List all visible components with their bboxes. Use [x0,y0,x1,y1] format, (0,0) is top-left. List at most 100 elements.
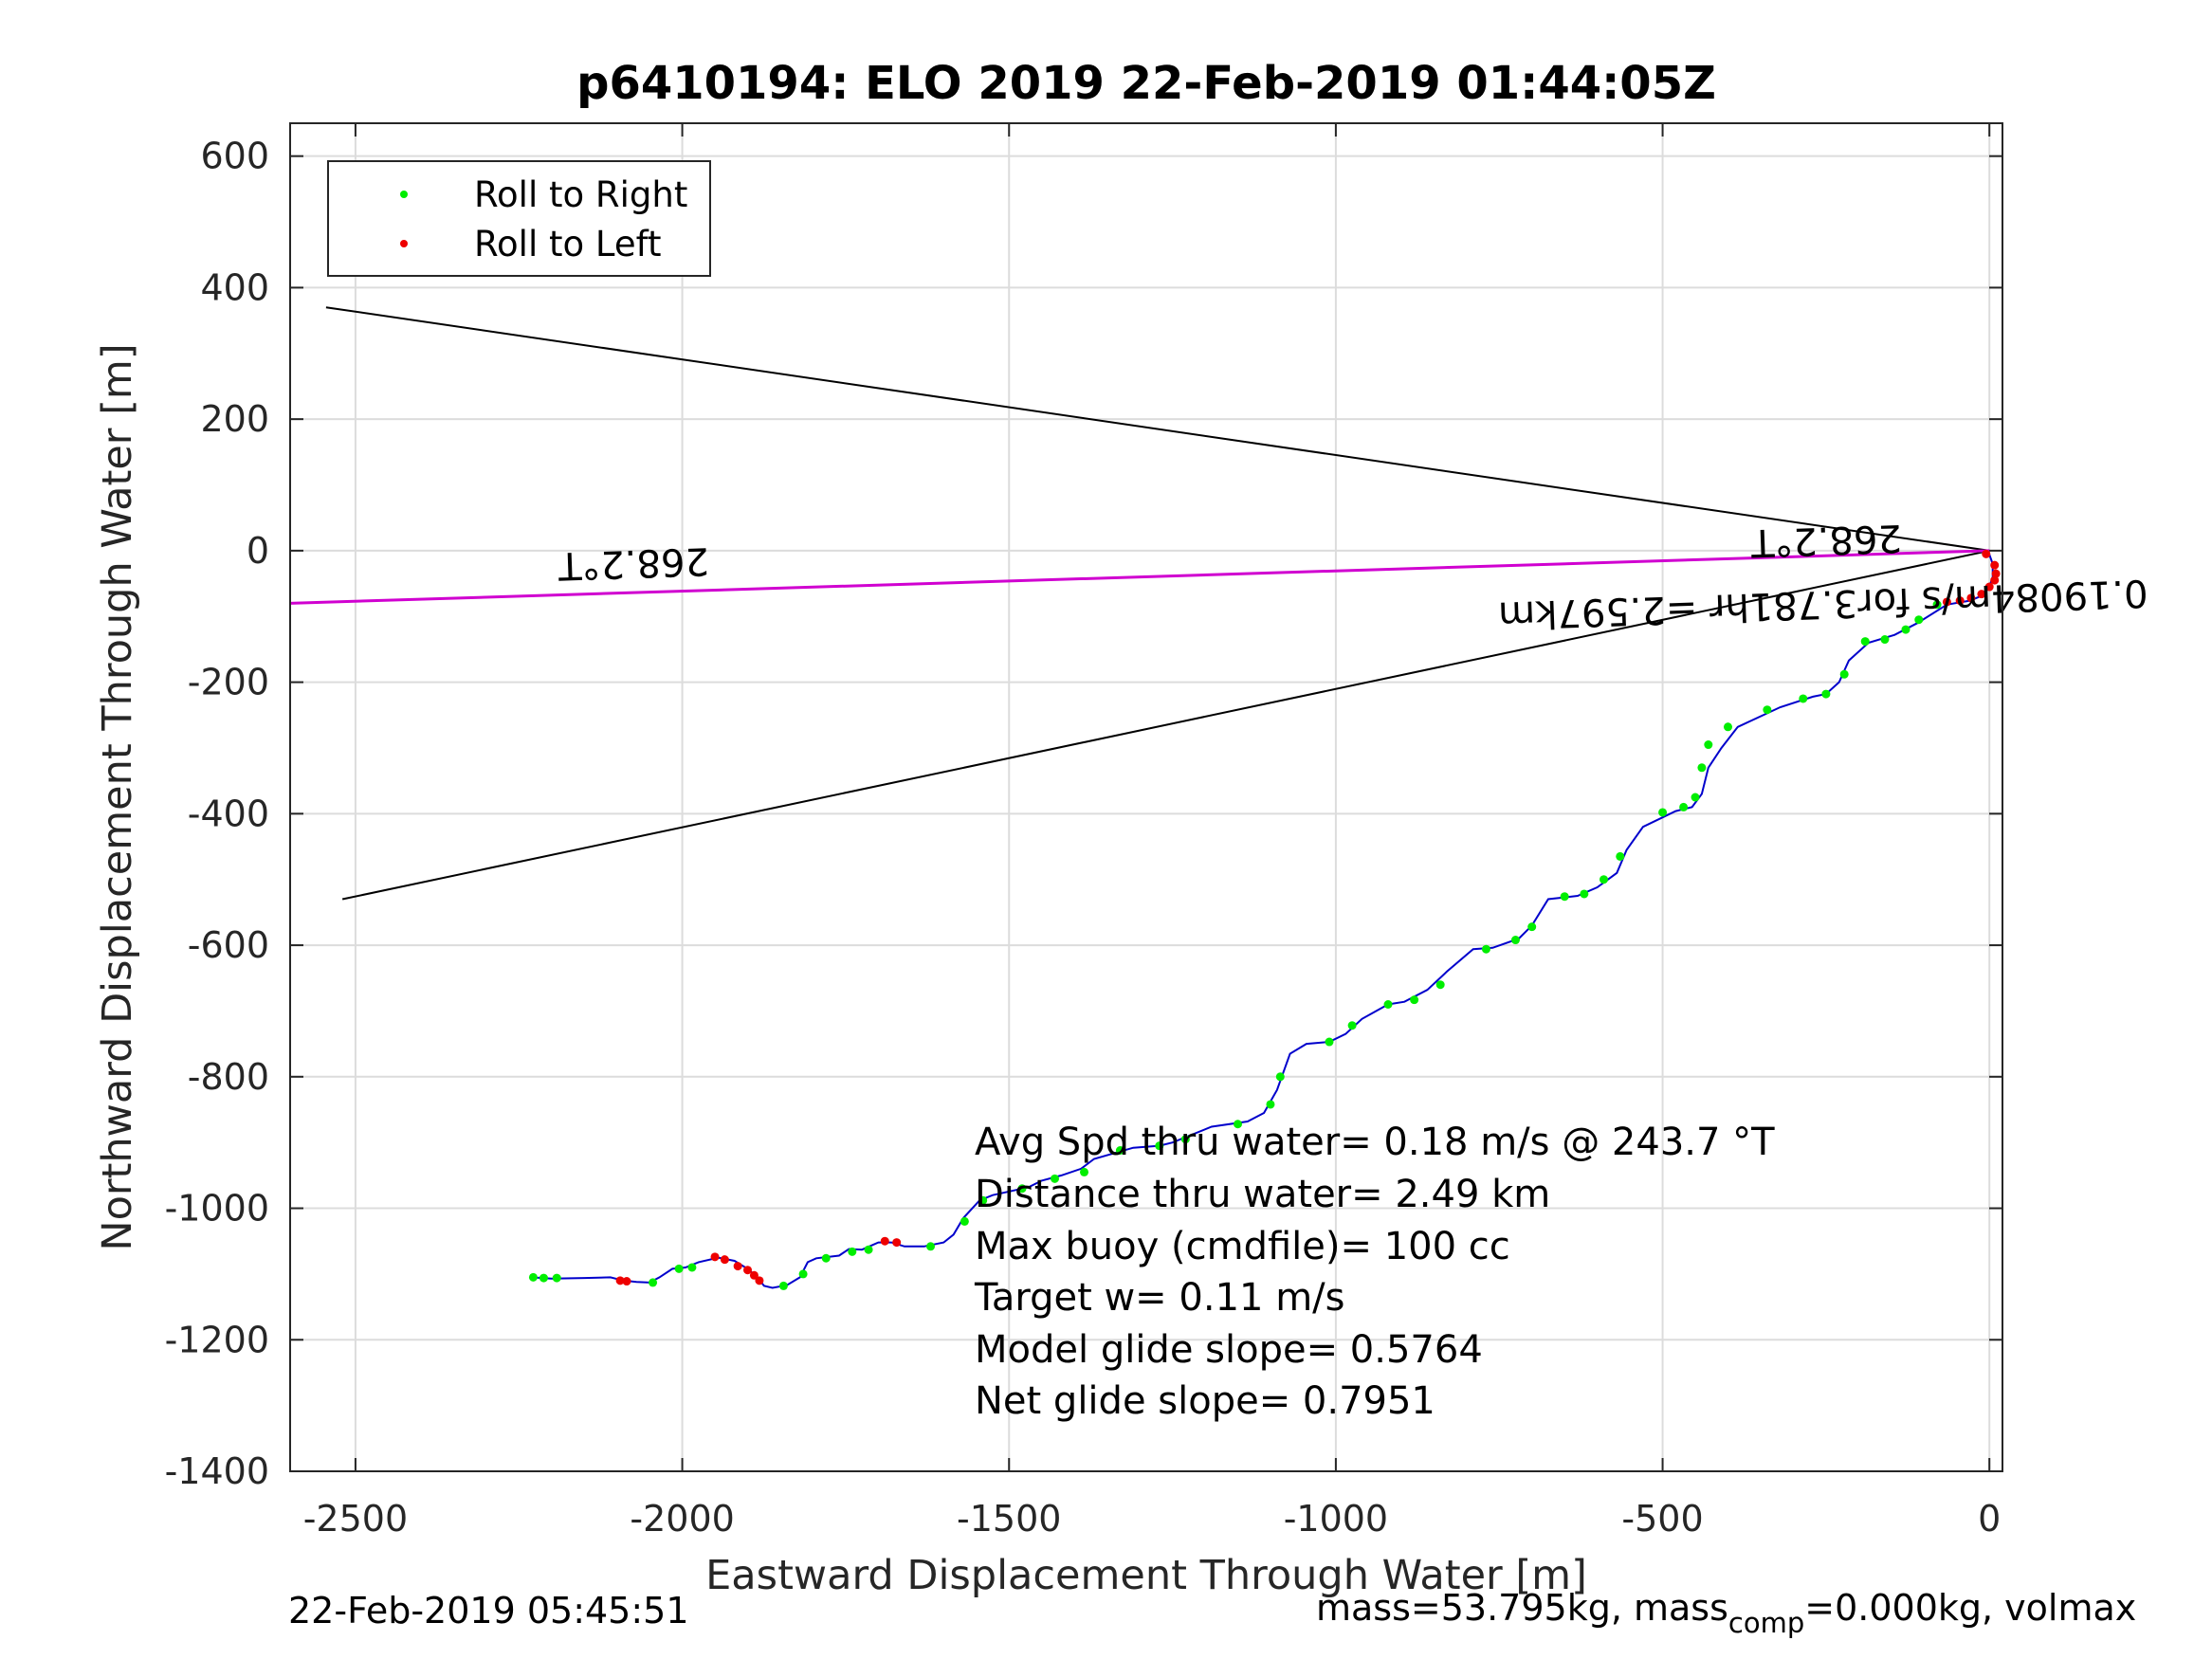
y-tick-label: -600 [188,924,269,966]
roll-right-point [1914,615,1924,625]
roll-left-point [1955,596,1965,606]
roll-right-point [552,1273,561,1283]
x-tick-label: -1500 [957,1498,1061,1540]
roll-right-point [1580,889,1589,899]
roll-left-point [1990,560,2000,570]
axes-box [289,122,2003,1472]
roll-left-point [615,1276,625,1285]
mean-heading-line [289,549,1990,605]
roll-right-point [1860,637,1870,647]
roll-right-point [1901,625,1910,634]
roll-right-point [778,1281,788,1290]
stat-distance: Distance thru water= 2.49 km [975,1173,1550,1216]
roll-right-point [649,1278,658,1287]
heading-annotation: 268.2°T [1750,516,1903,565]
x-tick-label: -2500 [303,1498,408,1540]
stat-avg-speed: Avg Spd thru water= 0.18 m/s @ 243.7 °T [975,1121,1775,1164]
roll-right-point [1821,689,1831,699]
legend-box [327,160,711,277]
roll-right-point [978,1195,988,1205]
roll-right-point [1697,763,1707,773]
footer-mass-prefix: mass=53.795kg, mass [1316,1587,1728,1629]
y-tick-label: 200 [200,398,269,440]
roll-left-point [892,1238,902,1248]
roll-left-point [1990,575,2000,585]
legend-label-roll-right: Roll to Right [474,174,687,215]
roll-left-point [1982,549,1991,558]
y-tick-label: -800 [188,1056,269,1098]
roll-right-point [1839,669,1849,679]
roll-right-point [1266,1100,1275,1109]
roll-right-point [1410,995,1419,1005]
y-tick-label: -400 [188,793,269,834]
heading-lines [289,306,1990,901]
roll-left-point [743,1266,753,1275]
roll-right-point [1932,600,1942,610]
roll-right-point [1180,1135,1190,1144]
roll-right-point [1600,875,1609,884]
roll-right-point [1383,1000,1393,1010]
footer-timestamp: 22-Feb-2019 05:45:51 [288,1590,689,1632]
roll-right-point [1691,793,1700,802]
stat-target-w: Target w= 0.11 m/s [974,1276,1344,1320]
roll-right-point [848,1247,857,1256]
x-tick-label: -500 [1621,1498,1703,1540]
footer-mass: mass=53.795kg, masscomp=0.000kg, volmax [1316,1587,2136,1639]
roll-right-point [1080,1167,1089,1176]
roll-right-point [1527,922,1537,932]
y-tick-label: 400 [200,266,269,308]
roll-left-point [1942,597,1951,607]
roll-left-point [1991,569,2001,578]
roll-right-point [539,1273,548,1283]
roll-right-point [1115,1145,1124,1155]
chart-title: p6410194: ELO 2019 22-Feb-2019 01:44:05Z [576,57,1716,110]
heading-annotation: 268.2°T [558,538,710,588]
roll-left-point [622,1277,631,1286]
roll-right-point [1704,740,1713,750]
legend-marker-roll-right [400,191,408,198]
roll-right-point [1799,694,1808,703]
axis-ticks [290,123,2002,1472]
stat-net-glide-slope: Net glide slope= 0.7951 [975,1379,1435,1423]
roll-right-point [1325,1037,1334,1047]
footer-mass-suffix: =0.000kg, volmax [1804,1587,2136,1629]
x-tick-label: -1000 [1284,1498,1388,1540]
roll-right-point [1017,1184,1027,1194]
roll-right-point [1347,1021,1357,1030]
roll-right-points [528,600,1942,1290]
y-tick-label: -1000 [165,1188,269,1230]
y-tick-label: -200 [188,662,269,703]
roll-right-point [960,1216,969,1226]
roll-left-point [710,1252,720,1262]
roll-right-point [1723,722,1732,732]
roll-left-point [1977,590,1986,599]
roll-right-point [1234,1120,1243,1129]
roll-right-point [1560,892,1569,902]
roll-right-point [1050,1174,1059,1183]
roll-right-point [1510,936,1520,945]
x-tick-label: -2000 [630,1498,734,1540]
roll-left-point [733,1262,742,1271]
y-tick-label: 0 [247,530,269,572]
legend-marker-roll-left [400,240,408,247]
footer-mass-subscript: comp [1728,1607,1804,1639]
plot-area [290,123,2002,1471]
y-tick-label: 600 [200,136,269,177]
heading-fan-line [341,549,1990,901]
stats-block: Avg Spd thru water= 0.18 m/s @ 243.7 °T … [974,1121,1775,1423]
roll-right-point [1658,808,1668,817]
roll-left-point [749,1270,759,1280]
roll-right-point [1679,802,1689,811]
roll-right-point [1616,851,1625,861]
x-axis-title: Eastward Displacement Through Water [m] [705,1552,1587,1599]
roll-left-point [1966,593,1976,603]
tick-labels: -2500 -2000 -1500 -1000 -500 0 600 400 200 0 -200 -… [165,136,2002,1540]
roll-right-point [1880,635,1890,645]
legend: Roll to Right Roll to Left [327,160,711,277]
y-tick-label: -1400 [165,1450,269,1492]
roll-left-point [880,1236,889,1246]
y-axis-title: Northward Displacement Through Water [m] [94,343,141,1250]
roll-right-point [528,1272,538,1282]
heading-fan-line [325,306,1990,552]
